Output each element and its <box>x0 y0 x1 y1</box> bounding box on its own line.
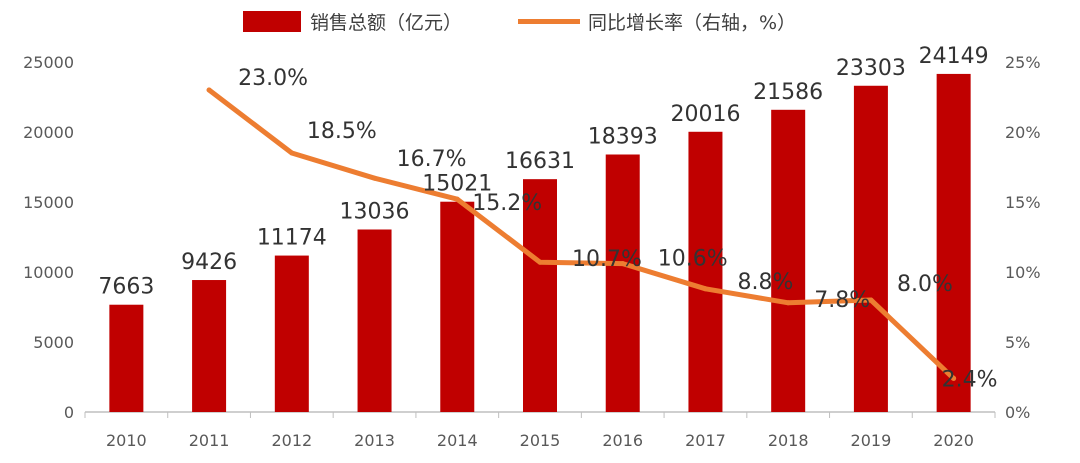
bar <box>523 179 557 412</box>
legend-bar-swatch <box>243 11 301 32</box>
growth-rate-label: 8.8% <box>738 270 794 295</box>
growth-rate-label: 23.0% <box>238 66 308 91</box>
growth-rate-line <box>206 87 957 381</box>
legend-bar-label: 销售总额（亿元） <box>310 12 462 34</box>
y-right-tick-label: 0% <box>1005 403 1030 422</box>
bar <box>605 154 640 413</box>
bar-value-label: 21586 <box>753 80 823 105</box>
bar-value-label: 16631 <box>505 149 575 174</box>
growth-rate-point <box>372 175 378 181</box>
growth-rate-point <box>868 297 874 303</box>
growth-rate-point <box>620 261 626 267</box>
growth-rate-point <box>206 87 212 93</box>
y-left-tick-label: 15000 <box>23 193 74 212</box>
growth-rate-point <box>785 300 791 306</box>
growth-rate-label: 15.2% <box>472 191 542 216</box>
y-left-tick-label: 0 <box>64 403 74 422</box>
y-right-tick-label: 10% <box>1005 263 1041 282</box>
x-tick-label: 2017 <box>685 431 726 450</box>
data-labels-layer: 7663 9426 11174 13036 15021 16631 18393 20016 21… <box>98 44 997 392</box>
bar-value-label: 20016 <box>670 102 740 127</box>
bar <box>771 109 806 413</box>
y-left-tick-label: 10000 <box>23 263 74 282</box>
growth-rate-label: 16.7% <box>397 147 467 172</box>
legend-line-label: 同比增长率（右轴，%） <box>588 12 796 34</box>
bar-value-label: 9426 <box>181 250 237 275</box>
x-tick-label: 2020 <box>933 431 974 450</box>
bar-value-label: 11174 <box>257 226 327 251</box>
growth-rate-point <box>702 286 708 292</box>
x-tick-label: 2013 <box>354 431 395 450</box>
bar <box>936 73 971 412</box>
y-right-tick-label: 20% <box>1005 123 1041 142</box>
growth-rate-label: 10.7% <box>572 247 642 272</box>
x-tick-label: 2019 <box>851 431 892 450</box>
bar <box>192 280 227 412</box>
bars-layer <box>109 73 971 413</box>
growth-rate-label: 7.8% <box>814 288 870 313</box>
bar <box>357 229 392 412</box>
x-tick-label: 2014 <box>437 431 478 450</box>
bar <box>109 304 144 412</box>
y-right-tick-label: 15% <box>1005 193 1041 212</box>
growth-rate-point <box>951 375 957 381</box>
y-left-tick-label: 5000 <box>33 333 74 352</box>
growth-rate-label: 10.6% <box>658 247 728 272</box>
growth-rate-label: 8.0% <box>897 272 953 297</box>
legend: 销售总额（亿元） 同比增长率（右轴，%） <box>243 11 796 34</box>
growth-line-layer <box>206 87 957 381</box>
y-right-tick-label: 5% <box>1005 333 1030 352</box>
y-right-tick-label: 25% <box>1005 53 1041 72</box>
bar-value-label: 13036 <box>340 199 410 224</box>
bar-value-label: 7663 <box>98 275 154 300</box>
x-tick-label: 2012 <box>271 431 312 450</box>
x-tick-label: 2018 <box>768 431 809 450</box>
x-tick-label: 2010 <box>106 431 147 450</box>
growth-rate-label: 18.5% <box>307 119 377 144</box>
axes: 2010 2011 2012 2013 2014 2015 2016 2017 2018 2019… <box>23 53 1040 450</box>
bar <box>853 85 888 413</box>
x-tick-label: 2015 <box>520 431 561 450</box>
growth-rate-point <box>537 259 543 265</box>
x-tick-label: 2011 <box>189 431 230 450</box>
bar <box>688 131 723 412</box>
bar-value-label: 18393 <box>588 124 658 149</box>
growth-rate-label: 2.4% <box>942 367 998 392</box>
bar-value-label: 23303 <box>836 56 906 81</box>
bar <box>274 255 309 412</box>
bar <box>440 201 475 412</box>
y-left-tick-label: 25000 <box>23 53 74 72</box>
growth-rate-point <box>289 150 295 156</box>
growth-rate-point <box>454 196 460 202</box>
bar-value-label: 15021 <box>422 172 492 197</box>
y-left-tick-label: 20000 <box>23 123 74 142</box>
x-tick-label: 2016 <box>602 431 643 450</box>
bar-value-label: 24149 <box>919 44 989 69</box>
